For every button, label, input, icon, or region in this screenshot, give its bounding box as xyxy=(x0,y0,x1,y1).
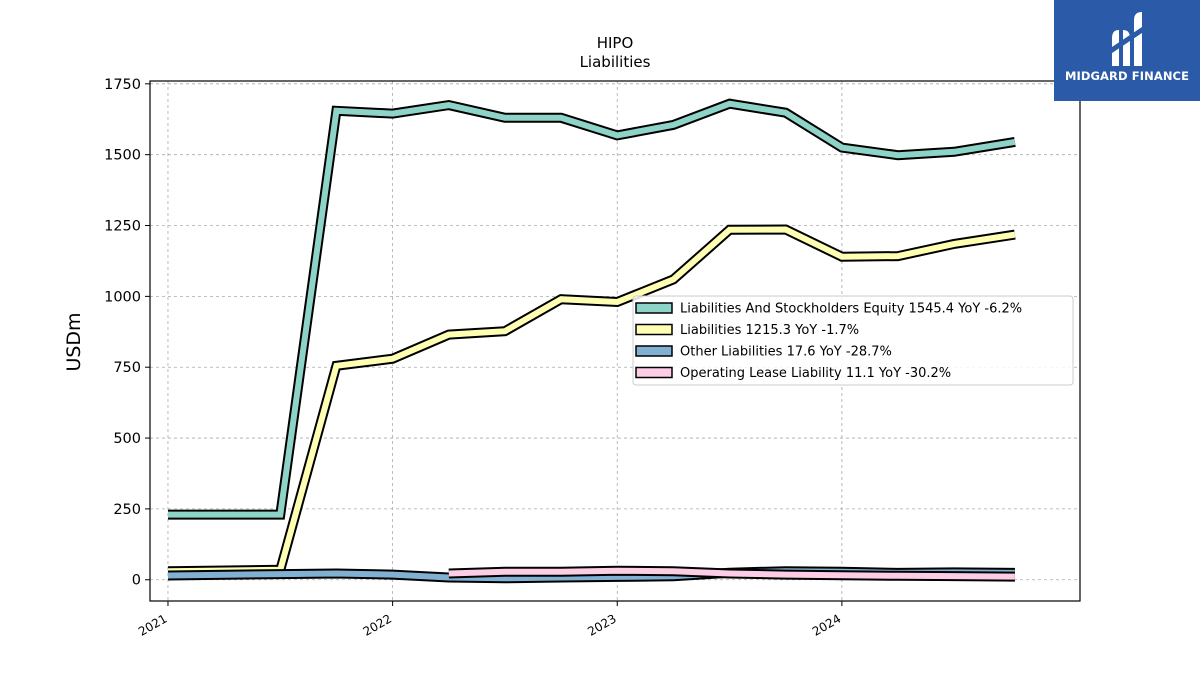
brand-name: MIDGARD FINANCE xyxy=(1064,69,1190,83)
x-tick-label: 2024 xyxy=(810,611,843,638)
y-tick-label: 750 xyxy=(113,360,141,376)
legend-swatch-2 xyxy=(635,345,673,357)
legend-label-0: Liabilities And Stockholders Equity 1545… xyxy=(680,302,1022,317)
chart-subtitle: Liabilities xyxy=(580,53,651,71)
legend-swatch-0 xyxy=(635,302,673,314)
y-axis-label: USDm xyxy=(63,312,85,371)
legend-swatch-3 xyxy=(635,366,673,379)
legend-swatch-1 xyxy=(635,323,673,336)
x-tick-label: 2021 xyxy=(136,611,169,638)
series-line-0 xyxy=(168,100,1016,518)
series-line-1 xyxy=(167,226,1016,575)
chart-title: HIPO xyxy=(597,34,634,52)
y-tick-label: 1500 xyxy=(104,148,141,164)
plot-area-frame xyxy=(149,80,1081,602)
brand-logo: MIDGARD FINANCE xyxy=(1054,0,1200,101)
x-tick-label: 2023 xyxy=(585,611,618,638)
x-tick-label: 2022 xyxy=(361,611,394,638)
series-layer xyxy=(167,98,1016,584)
legend-label-3: Operating Lease Liability 11.1 YoY -30.2… xyxy=(680,366,951,381)
y-tick-label: 0 xyxy=(132,573,141,589)
y-tick-label: 250 xyxy=(113,502,141,518)
legend: Liabilities And Stockholders Equity 1545… xyxy=(632,295,1074,386)
midgard-logo-icon xyxy=(1104,12,1150,66)
y-tick-label: 1750 xyxy=(104,77,141,93)
y-tick-label: 1250 xyxy=(104,219,141,235)
legend-box xyxy=(632,295,1074,386)
x-axis: 2021 2022 2023 2024 xyxy=(136,601,843,639)
y-tick-label: 500 xyxy=(113,431,141,447)
legend-label-1: Liabilities 1215.3 YoY -1.7% xyxy=(680,323,859,338)
series-line-3 xyxy=(448,567,1015,580)
y-tick-label: 1000 xyxy=(104,289,141,305)
y-axis: 0 250 500 750 1000 1250 1500 1750 xyxy=(104,77,150,589)
legend-label-2: Other Liabilities 17.6 YoY -28.7% xyxy=(680,345,892,360)
